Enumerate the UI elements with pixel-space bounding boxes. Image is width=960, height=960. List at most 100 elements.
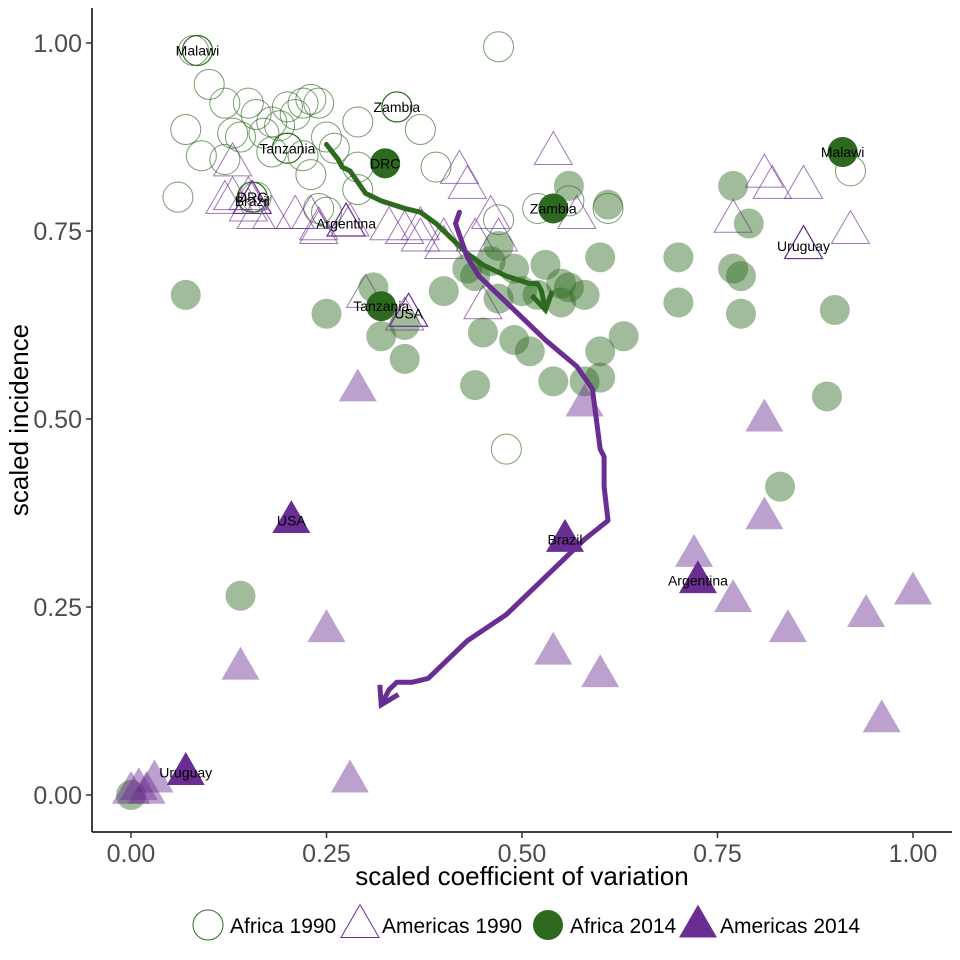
point-label-drc: DRC [237,189,267,205]
highlight-point-zambia [381,91,413,123]
data-point-americas-1990 [384,296,425,331]
data-point-africa-1990 [342,174,374,206]
data-point-africa-1990 [271,91,303,123]
highlight-point-usa [272,500,311,534]
data-point-africa-1990 [342,106,374,138]
legend-key-americas-2014 [679,904,717,938]
x-axis-title: scaled coefficient of variation [355,861,688,891]
data-point-americas-1990 [400,217,441,252]
highlight-point-usa [388,292,429,327]
legend-label-americas-1990: Americas 1990 [382,915,522,938]
data-point-americas-1990 [470,194,511,229]
data-point-americas-2014 [119,767,158,800]
highlight-point-brazil [546,518,585,552]
y-tick-label: 0.25 [33,594,82,622]
point-label-argentina: Argentina [668,573,728,589]
data-point-africa-2014 [663,287,694,318]
highlight-point-uruguay [166,752,205,785]
data-point-americas-2014 [768,609,807,643]
ticks: 0.00 0.25 0.50 0.75 1.00 0.00 0.25 0.50 0.75 1.00 [33,30,937,868]
data-point-africa-1990 [287,87,319,119]
data-point-africa-1990 [170,113,202,145]
data-point-americas-1990 [463,284,503,320]
data-point-africa-2014 [819,294,850,325]
x-tick-label: 1.00 [889,840,938,868]
data-point-africa-2014 [733,208,764,239]
data-point-americas-1990 [298,205,339,241]
data-point-africa-1990 [311,121,342,153]
point-label-brazil: Brazil [235,193,270,209]
data-point-americas-1990 [290,194,331,229]
data-point-americas-2014 [745,398,784,432]
data-point-africa-1990 [303,87,335,119]
data-point-africa-1990 [240,98,272,130]
data-point-americas-2014 [221,646,260,680]
data-point-africa-2014 [718,170,749,201]
data-point-africa-2014 [553,170,584,201]
highlight-point-malawi [181,34,214,67]
data-point-africa-1990 [162,181,194,213]
data-point-africa-2014 [663,242,694,273]
data-point-americas-2014 [330,759,369,793]
point-label-uruguay: Uruguay [159,764,212,780]
data-point-africa-1990 [224,121,256,153]
highlight-point-drc [370,148,401,179]
data-point-americas-1990 [204,179,245,214]
y-tick-label: 1.00 [33,30,82,58]
data-point-americas-1990 [400,205,441,241]
data-point-africa-2014 [585,336,616,367]
highlight-point-brazil [232,179,273,215]
data-point-americas-1990 [439,149,480,184]
data-point-africa-2014 [389,310,420,340]
highlight-point-argentina [678,560,717,594]
data-point-americas-1990 [478,217,519,252]
data-point-americas-1990 [830,209,871,245]
point-label-malawi: Malawi [176,43,220,59]
legend-label-americas-2014: Americas 2014 [720,915,860,938]
data-point-africa-2014 [608,321,639,352]
data-point-africa-1990 [287,140,319,172]
data-point-americas-2014 [112,770,150,804]
point-label-brazil: Brazil [548,531,583,547]
data-point-africa-2014 [499,325,530,356]
legend-key-africa-2014 [533,910,563,940]
data-point-africa-1990 [209,87,241,119]
data-point-americas-1990 [533,130,574,166]
y-axis-title: scaled incidence [4,324,34,516]
data-point-americas-1990 [447,164,488,199]
data-point-africa-1990 [592,192,624,224]
x-tick-label: 0.50 [498,840,547,868]
data-point-americas-2014 [675,533,714,567]
data-point-americas-2014 [581,654,620,688]
highlight-point-drc [236,181,268,213]
y-tick-label: 0.75 [33,218,82,246]
data-point-africa-1990 [483,204,515,236]
data-point-africa-1990 [483,31,515,63]
data-point-africa-2014 [428,276,459,307]
data-point-africa-2014 [514,336,545,367]
data-point-americas-1990 [251,194,292,229]
data-point-africa-1990 [420,151,452,183]
point-label-usa: USA [394,306,423,322]
trajectory-americas [378,209,611,708]
point-label-argentina: Argentina [316,215,376,231]
data-point-africa-2014 [467,317,498,348]
point-labels-layer: MalawiZambiaTanzaniaDRCBrazilArgentinaUS… [159,43,864,781]
legend: Africa 1990 Americas 1990 Africa 2014 Ameri… [192,903,860,941]
data-point-africa-2014 [546,287,577,318]
data-point-americas-1990 [423,217,464,252]
data-point-africa-1990 [279,98,311,130]
legend-key-americas-1990 [340,903,380,939]
data-point-africa-1990 [185,140,217,172]
data-point-africa-1990 [209,144,241,176]
data-point-africa-2014 [553,272,584,303]
point-label-tanzania: Tanzania [259,140,315,156]
y-tick-label: 0.00 [33,782,82,810]
x-tick-label: 0.75 [693,840,742,868]
points-layer [112,31,932,810]
point-label-malawi: Malawi [821,144,865,160]
data-point-americas-2014 [135,759,174,793]
data-point-americas-2014 [847,594,886,628]
data-point-africa-2014 [585,242,616,273]
data-point-africa-2014 [811,381,842,412]
